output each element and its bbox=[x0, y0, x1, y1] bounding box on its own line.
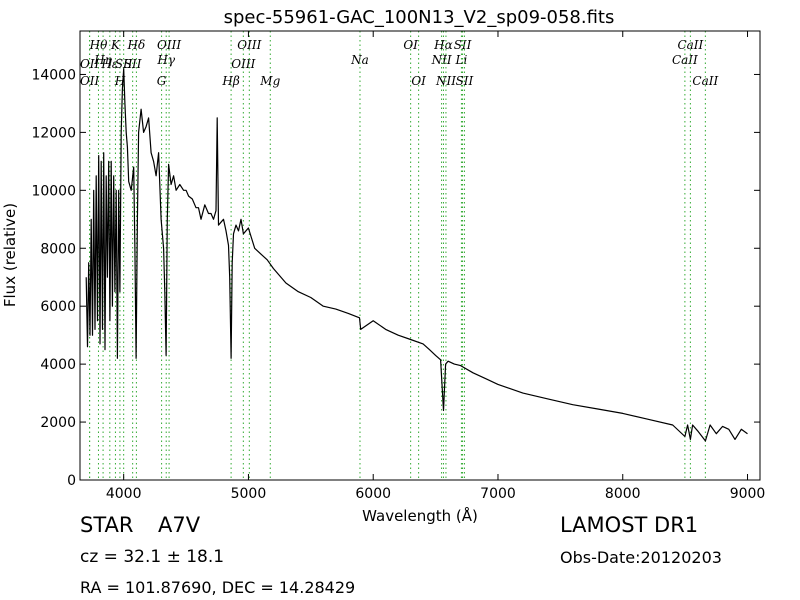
marker-label-3: Hη bbox=[93, 53, 112, 67]
marker-label-24: SII bbox=[454, 38, 472, 52]
marker-label-2: Hθ bbox=[89, 38, 108, 52]
marker-label-25: SII bbox=[456, 74, 474, 88]
y-tick-label: 10000 bbox=[31, 183, 76, 199]
x-tick-label: 9000 bbox=[730, 486, 766, 502]
x-axis-label: Wavelength (Å) bbox=[362, 506, 478, 525]
star-subclass: A7V bbox=[158, 513, 201, 537]
marker-label-17: Na bbox=[350, 53, 369, 67]
spectral-line-markers: OIIOIIHθHηHεKHSIISIIHδGHγOIIIHβOIIIOIIIM… bbox=[80, 31, 719, 480]
y-axis: 0 2000 4000 6000 8000 10000 12000 14000 bbox=[31, 67, 760, 489]
marker-label-20: NII bbox=[431, 53, 452, 67]
marker-label-28: CaII bbox=[692, 74, 718, 88]
marker-label-11: Hγ bbox=[156, 53, 175, 67]
marker-label-14: OIII bbox=[231, 57, 255, 71]
y-tick-label: 2000 bbox=[40, 415, 76, 431]
x-tick-label: 8000 bbox=[605, 486, 641, 502]
plot-frame bbox=[79, 30, 761, 481]
redshift-cz: cz = 32.1 ± 18.1 bbox=[80, 547, 225, 567]
marker-label-21: Hα bbox=[433, 38, 453, 52]
marker-label-8: SII bbox=[124, 57, 142, 71]
marker-label-10: G bbox=[157, 74, 167, 88]
chart-title: spec-55961-GAC_100N13_V2_sp09-058.fits bbox=[224, 7, 615, 28]
marker-label-16: Mg bbox=[259, 74, 280, 88]
y-tick-label: 12000 bbox=[31, 125, 76, 141]
spectrum-line-group bbox=[85, 68, 748, 442]
y-tick-label: 6000 bbox=[40, 299, 76, 315]
marker-label-5: K bbox=[110, 38, 121, 52]
marker-label-19: OI bbox=[411, 74, 426, 88]
x-tick-label: 7000 bbox=[480, 486, 516, 502]
marker-label-9: Hδ bbox=[127, 38, 146, 52]
x-tick-label: 5000 bbox=[231, 486, 267, 502]
marker-label-23: Li bbox=[455, 53, 468, 67]
x-tick-label: 4000 bbox=[106, 486, 142, 502]
y-tick-label: 0 bbox=[67, 473, 76, 489]
x-axis: 4000 5000 6000 7000 8000 9000 bbox=[106, 31, 765, 502]
spectrum-line-0 bbox=[85, 68, 748, 442]
y-tick-label: 8000 bbox=[40, 241, 76, 257]
star-class: STAR bbox=[80, 513, 134, 537]
marker-label-26: CaII bbox=[672, 53, 698, 67]
x-tick-label: 6000 bbox=[355, 486, 391, 502]
y-tick-label: 4000 bbox=[40, 357, 76, 373]
obs-date: Obs-Date:20120203 bbox=[560, 548, 722, 567]
marker-label-4: Hε bbox=[100, 57, 118, 71]
survey-name: LAMOST DR1 bbox=[560, 513, 699, 537]
y-tick-label: 14000 bbox=[31, 67, 76, 83]
marker-label-27: CaII bbox=[677, 38, 703, 52]
marker-label-15: OIII bbox=[237, 38, 261, 52]
marker-label-22: NII bbox=[435, 74, 456, 88]
y-axis-label: Flux (relative) bbox=[1, 203, 19, 307]
marker-label-7: SII bbox=[115, 57, 133, 71]
marker-label-18: OI bbox=[403, 38, 418, 52]
marker-label-1: OII bbox=[80, 74, 100, 88]
marker-label-13: Hβ bbox=[221, 74, 239, 88]
ra-dec-coordinates: RA = 101.87690, DEC = 14.28429 bbox=[80, 578, 356, 597]
marker-label-12: OIII bbox=[157, 38, 181, 52]
